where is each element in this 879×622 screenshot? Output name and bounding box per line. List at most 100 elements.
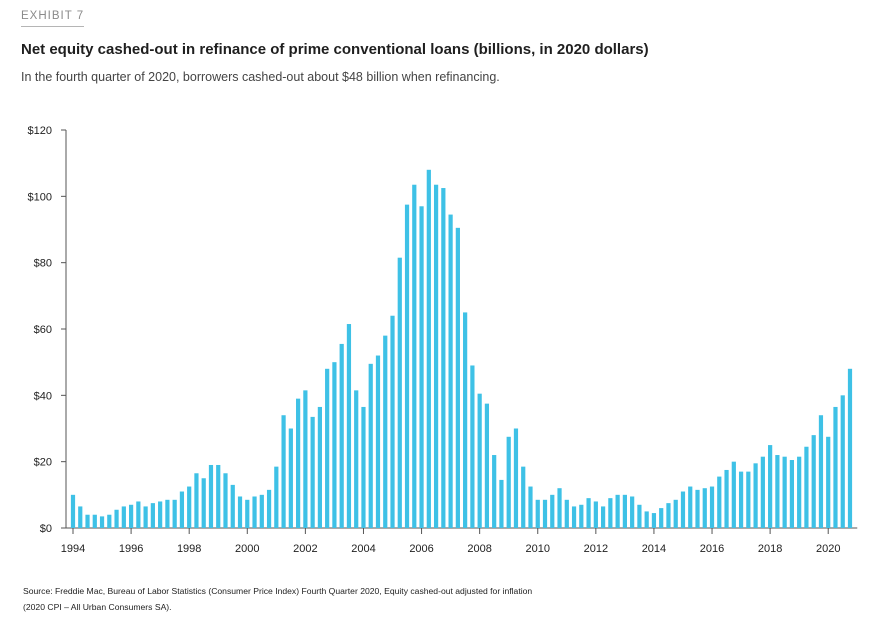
bar xyxy=(513,428,519,528)
y-tick-label: $40 xyxy=(34,390,52,402)
source-line-2: (2020 CPI – All Urban Consumers SA). xyxy=(23,602,172,612)
chart-title: Net equity cashed-out in refinance of pr… xyxy=(21,41,649,58)
bar xyxy=(782,456,787,528)
y-tick-label: $120 xyxy=(28,125,52,137)
bar xyxy=(412,184,417,528)
bar xyxy=(317,406,322,528)
bar xyxy=(150,503,155,529)
bar xyxy=(375,355,381,528)
bar xyxy=(107,514,112,528)
bar xyxy=(492,455,497,528)
x-axis: 1994 1996 1998 2000 2002 2004 2006 2008 2010 2012… xyxy=(61,527,858,555)
source-note: Source: Freddie Mac, Bureau of Labor Sta… xyxy=(23,583,863,615)
bar xyxy=(484,403,490,529)
bar xyxy=(136,501,141,528)
bar xyxy=(99,516,105,528)
bar xyxy=(463,312,468,528)
bar xyxy=(121,506,126,528)
bar xyxy=(259,494,264,528)
bar xyxy=(310,416,315,528)
bar xyxy=(216,464,221,528)
bar xyxy=(114,509,119,528)
y-tick-label: $0 xyxy=(40,523,52,535)
source-line-1: Source: Freddie Mac, Bureau of Labor Sta… xyxy=(23,586,533,596)
bar xyxy=(158,501,163,528)
bar xyxy=(738,471,744,528)
bar xyxy=(651,513,657,528)
bar xyxy=(709,486,715,528)
bar xyxy=(593,501,598,528)
bar xyxy=(746,471,751,528)
chart-subtitle: In the fourth quarter of 2020, borrowers… xyxy=(21,70,500,84)
x-tick-label: 1996 xyxy=(119,543,143,555)
bar xyxy=(201,478,206,528)
bar xyxy=(797,456,802,528)
bar xyxy=(826,436,831,528)
bar xyxy=(717,476,722,528)
bar xyxy=(390,315,395,528)
x-tick-label: 2002 xyxy=(293,543,317,555)
bar xyxy=(223,473,228,528)
bar xyxy=(760,456,765,528)
bar xyxy=(550,494,555,528)
bar xyxy=(179,491,185,528)
bar xyxy=(325,368,330,528)
bar xyxy=(521,466,526,528)
bar xyxy=(368,363,373,528)
bar xyxy=(506,436,511,528)
bar xyxy=(542,499,548,528)
bar xyxy=(383,335,388,528)
bar xyxy=(637,504,642,528)
bar xyxy=(245,499,250,528)
bars xyxy=(70,169,853,529)
bar xyxy=(564,499,569,528)
bar xyxy=(847,368,853,528)
bar xyxy=(361,406,366,528)
bar xyxy=(571,506,577,528)
bar xyxy=(426,169,431,529)
x-tick-label: 2018 xyxy=(758,543,782,555)
x-tick-label: 2006 xyxy=(409,543,433,555)
x-tick-label: 2012 xyxy=(584,543,608,555)
bar xyxy=(753,463,758,528)
bar xyxy=(128,504,134,528)
x-tick-label: 1994 xyxy=(61,543,85,555)
bar xyxy=(680,491,686,528)
bar xyxy=(702,488,707,528)
x-tick-label: 2008 xyxy=(467,543,491,555)
x-tick-label: 2016 xyxy=(700,543,724,555)
y-axis: $0 $20 $40 $60 $80 $100 $120 xyxy=(28,125,67,535)
bar xyxy=(433,184,439,528)
bar xyxy=(165,499,170,528)
bar xyxy=(557,488,562,528)
bar xyxy=(303,390,308,528)
bar xyxy=(659,508,664,528)
bar xyxy=(811,435,816,528)
bar xyxy=(789,460,795,528)
bar xyxy=(477,393,482,528)
bar xyxy=(404,204,410,529)
bar xyxy=(630,496,635,528)
bar xyxy=(288,428,293,528)
exhibit-label: EXHIBIT 7 xyxy=(21,10,85,27)
bar xyxy=(499,479,504,528)
bar xyxy=(644,511,649,528)
bar xyxy=(622,494,627,528)
y-tick-label: $20 xyxy=(34,457,52,469)
bar xyxy=(274,466,279,528)
bar xyxy=(237,496,243,528)
bar xyxy=(281,415,286,528)
bar xyxy=(346,324,352,528)
bar xyxy=(332,362,337,528)
bar xyxy=(70,494,76,528)
bar xyxy=(615,494,620,528)
bar xyxy=(172,499,177,528)
bar xyxy=(586,498,591,528)
bar xyxy=(666,503,671,529)
bar xyxy=(470,365,475,528)
x-tick-label: 2004 xyxy=(351,543,375,555)
x-tick-label: 2020 xyxy=(816,543,840,555)
bar xyxy=(85,514,90,528)
bar xyxy=(354,390,359,528)
bar xyxy=(601,506,606,528)
